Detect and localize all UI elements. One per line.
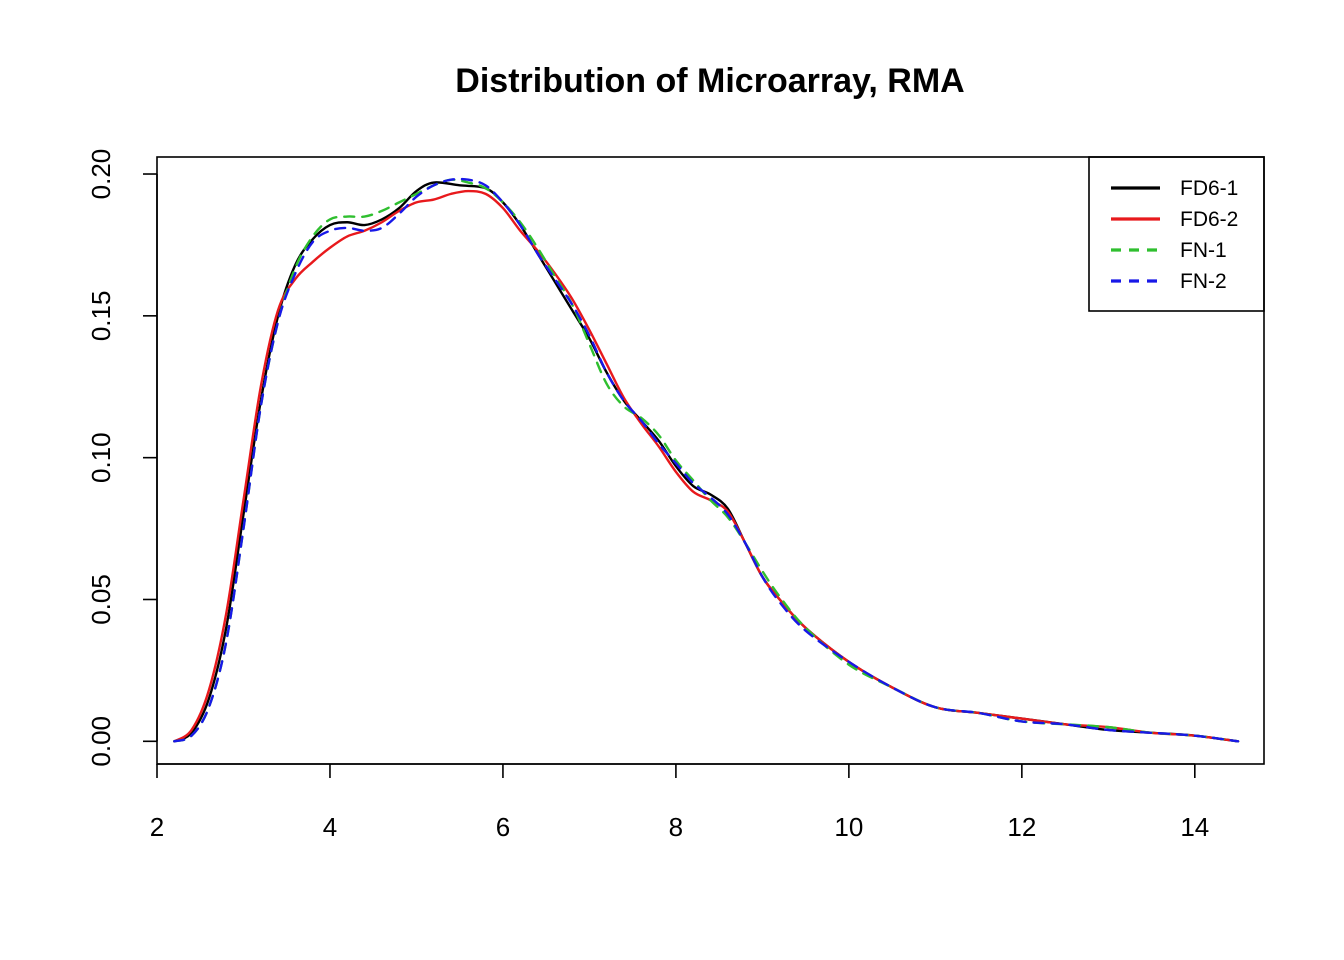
series-line-fd6-2	[173, 189, 1240, 743]
x-tick-label: 6	[496, 812, 510, 842]
legend-label: FN-2	[1180, 270, 1227, 293]
series-line-fn-1	[173, 178, 1240, 743]
x-tick-label: 2	[150, 812, 164, 842]
y-tick-label: 0.00	[86, 716, 116, 767]
plot-frame	[156, 156, 1265, 765]
x-tick-label: 12	[1007, 812, 1036, 842]
series-line-fd6-1	[173, 181, 1240, 743]
x-tick-label: 8	[669, 812, 683, 842]
x-tick-label: 10	[834, 812, 863, 842]
legend: FD6-1 FD6-2 FN-1 FN-2	[1088, 156, 1265, 312]
x-tick-label: 14	[1180, 812, 1209, 842]
legend-label: FD6-2	[1180, 208, 1238, 231]
legend-box	[1088, 156, 1265, 312]
legend-label: FN-1	[1180, 239, 1227, 262]
x-axis: 2 4 6 8 10 12 14	[150, 763, 1209, 842]
y-tick-label: 0.15	[86, 291, 116, 342]
y-axis: 0.00 0.05 0.10 0.15 0.20	[86, 149, 158, 767]
chart-title: Distribution of Microarray, RMA	[455, 62, 964, 100]
series-line-fn-2	[173, 177, 1240, 743]
legend-label: FD6-1	[1180, 177, 1238, 200]
series-lines	[173, 177, 1240, 743]
y-tick-label: 0.10	[86, 432, 116, 483]
y-tick-label: 0.05	[86, 574, 116, 625]
y-tick-label: 0.20	[86, 149, 116, 200]
x-tick-label: 4	[323, 812, 337, 842]
